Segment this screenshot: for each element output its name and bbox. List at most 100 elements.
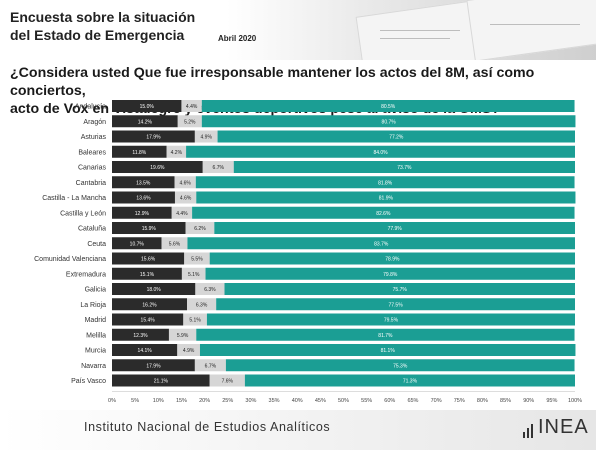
data-label-series-3: 81.8% [378,180,393,186]
logo-bar [527,428,529,438]
category-label: La Rioja [80,302,106,309]
bar-segment-series-3 [199,344,576,356]
bar-segment-series-3 [196,328,575,341]
x-tick-label: 5% [131,398,139,404]
category-label: Murcia [85,348,106,355]
data-label-series-1: 17.9% [146,363,161,369]
bar-segment-series-2 [177,344,200,356]
bar-segment-series-2 [161,237,188,250]
bar-segment-series-2 [171,206,193,219]
x-tick-label: 25% [222,398,233,404]
bar-segment-series-2 [195,283,225,295]
category-label: Galicia [85,287,107,294]
bar-segment-series-1 [112,267,182,280]
bar-segment-series-1 [112,237,162,250]
data-label-series-2: 4.4% [186,104,198,110]
data-label-series-1: 15.9% [142,226,157,232]
stacked-bar-chart: Andalucía 15.0% 4.4% 80.5% Aragón 14.2% 5.2% 80… [34,100,582,404]
category-label: Ceuta [87,241,106,248]
bar-segment-series-3 [214,222,575,234]
data-label-series-1: 11.8% [132,150,146,156]
bar-segment-series-2 [166,145,187,158]
bar-segment-series-2 [194,359,226,372]
data-label-series-1: 13.5% [136,180,151,186]
data-label-series-3: 81.1% [381,348,396,354]
data-label-series-2: 6.7% [213,165,225,171]
data-label-series-2: 4.6% [180,196,192,202]
bar-segment-series-3 [244,374,576,387]
bar-segment-series-1 [112,100,182,112]
bar-segment-series-3 [225,359,575,372]
bar-segment-series-2 [185,222,215,234]
category-label: Baleares [78,149,106,156]
survey-title: Encuesta sobre la situación del Estado d… [10,8,195,44]
x-tick-label: 30% [245,398,256,404]
bar-segment-series-2 [181,267,206,280]
survey-date: Abril 2020 [218,34,257,43]
bar-segment-series-3 [187,237,575,250]
bar-segment-series-3 [217,130,575,143]
bar-segment-series-1 [112,176,175,189]
data-label-series-2: 5.6% [169,241,181,247]
decorative-line [380,30,460,31]
bar-segment-series-1 [112,283,196,295]
data-label-series-1: 17.9% [146,135,161,141]
data-label-series-3: 75.7% [393,287,408,293]
x-tick-label: 15% [176,398,187,404]
bar-segment-series-3 [201,115,576,128]
footer-background [0,410,596,450]
bar-segment-series-1 [112,313,184,326]
data-label-series-2: 6.7% [205,363,217,369]
logo-bar [523,432,525,438]
category-label: Cantabria [76,180,106,187]
bar-segment-series-3 [224,283,575,295]
category-label: Melilla [86,332,106,339]
decorative-line [380,38,450,39]
data-label-series-1: 19.6% [150,165,165,171]
bar-segment-series-1 [112,206,172,219]
bar-segment-series-1 [112,145,167,158]
bar-segment-series-3 [192,206,575,219]
data-label-series-2: 4.9% [183,348,195,354]
data-label-series-2: 7.6% [222,379,234,385]
logo-bar [531,424,533,438]
data-label-series-2: 6.3% [196,302,208,308]
data-label-series-3: 77.2% [389,135,404,141]
bar-segment-series-1 [112,374,210,387]
data-label-series-3: 79.5% [384,318,399,324]
bar-segment-series-1 [112,344,178,356]
data-label-series-1: 15.1% [140,272,155,278]
category-label: Castilla - La Mancha [42,195,106,202]
data-label-series-1: 14.1% [138,348,153,354]
data-label-series-2: 6.3% [204,287,216,293]
x-tick-label: 90% [523,398,534,404]
category-label: Comunidad Valenciana [34,256,106,263]
bar-segment-series-3 [196,191,576,204]
x-tick-label: 60% [384,398,395,404]
bar-segment-series-2 [174,176,196,189]
bar-segment-series-3 [186,145,575,158]
category-label: Castilla y León [60,210,106,217]
bar-segment-series-1 [112,222,186,234]
bar-segment-series-2 [187,298,217,311]
survey-title-line1: Encuesta sobre la situación [10,9,196,25]
data-label-series-2: 5.9% [177,333,189,339]
data-label-series-3: 71.3% [403,379,418,385]
inea-logo: INEA [521,414,589,442]
data-label-series-2: 5.2% [184,119,196,125]
data-label-series-2: 4.6% [179,180,191,186]
question-line1: ¿Considera usted Que fue irresponsable m… [10,65,535,99]
bar-segment-series-3 [206,313,576,326]
survey-title-line2: del Estado de Emergencia [10,27,185,43]
data-label-series-3: 84.0% [373,150,388,156]
x-tick-label: 20% [199,398,210,404]
data-label-series-3: 75.3% [393,363,408,369]
bar-segment-series-3 [205,267,575,280]
category-label: Cataluña [78,226,106,233]
category-label: Asturias [81,134,107,141]
data-label-series-2: 4.4% [176,211,188,217]
bar-segment-series-2 [168,328,197,341]
bar-segment-series-2 [209,374,245,387]
logo-text: INEA [538,416,589,438]
bar-segment-series-2 [183,313,207,326]
